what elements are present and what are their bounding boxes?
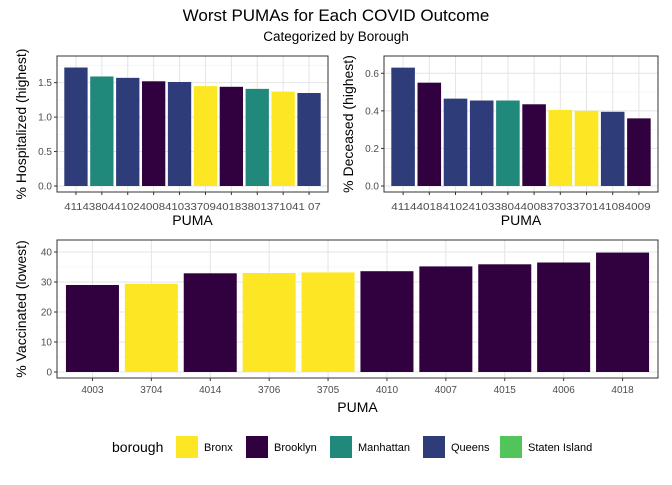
x-tick-label: 4007 — [435, 385, 458, 396]
x-tick-label: 4015 — [494, 385, 517, 396]
legend-label: Brooklyn — [274, 442, 317, 454]
x-tick-label: 4018 — [611, 385, 634, 396]
bar-4008 — [522, 104, 546, 186]
x-tick-label: 4010 — [376, 385, 399, 396]
bar-4008 — [141, 81, 166, 186]
y-tick-label: 30 — [41, 278, 53, 289]
bar-4010 — [360, 271, 414, 372]
bar-4108 — [600, 111, 625, 186]
bar-4018 — [219, 86, 244, 186]
x-axis-title: PUMA — [501, 212, 542, 228]
legend-label: Bronx — [204, 442, 233, 454]
y-tick-label: 0.6 — [365, 69, 379, 80]
y-tick-label: 40 — [41, 248, 53, 259]
bar-3704 — [124, 283, 178, 372]
y-tick-label: 0.5 — [38, 147, 52, 158]
bar-3801 — [245, 88, 269, 186]
y-axis-title: % Deceased (highest) — [340, 55, 356, 193]
bar-4114 — [64, 67, 88, 186]
bar-4003 — [65, 285, 119, 372]
x-tick-label: 3706 — [258, 385, 281, 396]
bar-3709 — [193, 86, 218, 186]
y-tick-label: 0.0 — [365, 182, 379, 193]
bar-4102 — [116, 77, 140, 186]
legend: borough Bronx Brooklyn Manhattan Queens Stat… — [112, 436, 592, 458]
deceased-panel: 0.0 0.2 0.4 0.6 4114401841024103380440083703… — [340, 55, 659, 228]
legend-label: Staten Island — [528, 442, 592, 454]
bar-4009 — [627, 118, 651, 186]
legend-label: Manhattan — [358, 442, 410, 454]
legend-key-bronx — [176, 436, 198, 458]
bar-3705 — [301, 272, 355, 372]
x-axis-title: PUMA — [172, 212, 213, 228]
panel-border — [56, 55, 329, 193]
bar-3710 — [271, 91, 295, 186]
y-tick-label: 10 — [41, 338, 53, 349]
chart-title: Worst PUMAs for Each COVID Outcome — [183, 6, 490, 25]
bar-4107 — [297, 93, 321, 186]
x-tick-label: 4003 — [81, 385, 104, 396]
bar-3706 — [242, 273, 296, 372]
bar-4102 — [443, 98, 468, 186]
bar-4014 — [183, 273, 237, 372]
bar-4103 — [167, 81, 192, 186]
y-tick-label: 20 — [41, 308, 53, 319]
bar-3701 — [574, 110, 599, 186]
x-tick-label: 3704 — [140, 385, 163, 396]
bar-4006 — [537, 262, 591, 372]
x-tick-labels: 41143804410240084103370940183801371041 0… — [64, 202, 321, 213]
y-tick-label: 0.0 — [38, 182, 52, 193]
bar-4018 — [596, 252, 650, 372]
bar-4018 — [417, 82, 442, 186]
x-tick-label: 4006 — [553, 385, 576, 396]
x-tick-labels: 4114401841024103380440083703370141084009 — [391, 202, 651, 213]
panel-border — [56, 239, 659, 379]
legend-title: borough — [112, 439, 163, 455]
bar-3804 — [90, 76, 114, 186]
bar-3703 — [548, 109, 573, 186]
legend-key-staten-island — [500, 436, 522, 458]
hospitalized-panel: 0.0 0.5 1.0 1.5 4114380441024008410337094018… — [13, 49, 329, 228]
y-axis-title: % Vaccinated (lowest) — [13, 240, 29, 377]
bar-4007 — [419, 266, 473, 372]
legend-key-queens — [423, 436, 445, 458]
y-tick-label: 0.2 — [365, 144, 379, 155]
vaccinated-panel: 0 10 20 30 40 4003 3704 4014 3706 3705 4010 4007 401… — [13, 239, 659, 415]
x-tick-label: 4014 — [199, 385, 222, 396]
legend-key-brooklyn — [246, 436, 268, 458]
legend-label: Queens — [451, 442, 490, 454]
y-tick-label: 0 — [46, 368, 52, 379]
bar-4015 — [478, 264, 532, 372]
legend-key-manhattan — [330, 436, 352, 458]
x-tick-label: 3705 — [317, 385, 340, 396]
y-tick-label: 1.5 — [38, 78, 52, 89]
y-tick-label: 0.4 — [365, 106, 379, 117]
y-tick-label: 1.0 — [38, 113, 52, 124]
bar-4114 — [391, 67, 415, 186]
chart-subtitle: Categorized by Borough — [263, 29, 409, 44]
bar-4103 — [469, 100, 494, 186]
bar-3804 — [496, 100, 520, 186]
y-axis-title: % Hospitalized (highest) — [13, 49, 29, 200]
x-axis-title: PUMA — [337, 399, 378, 415]
panel-border — [383, 55, 659, 193]
